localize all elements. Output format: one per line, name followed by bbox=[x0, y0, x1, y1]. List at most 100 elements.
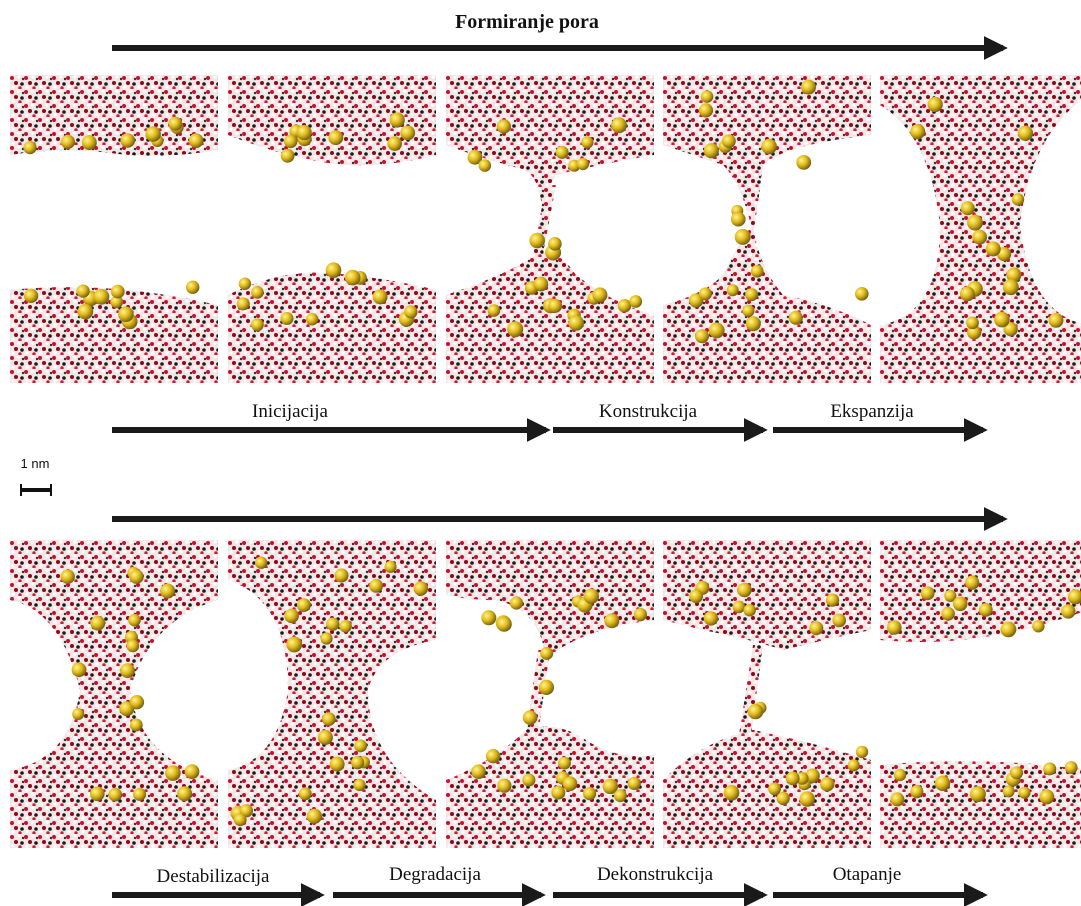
lipid-head bbox=[745, 316, 761, 332]
lipid-head bbox=[497, 778, 512, 793]
water-region bbox=[663, 75, 871, 235]
lipid-head bbox=[467, 149, 483, 165]
lipid-head bbox=[555, 145, 569, 159]
lipid-head bbox=[90, 786, 105, 802]
lipid-head bbox=[284, 134, 298, 149]
lipid-head bbox=[1002, 279, 1019, 296]
lipid-head bbox=[233, 813, 247, 827]
lipid-head bbox=[538, 679, 554, 695]
lipid-head bbox=[703, 143, 719, 159]
lipid-head bbox=[280, 312, 294, 325]
lipid-head bbox=[629, 295, 643, 308]
lipid-head bbox=[805, 768, 820, 783]
lipid-head bbox=[71, 662, 87, 678]
lipid-head bbox=[750, 264, 764, 278]
lipid-head bbox=[478, 159, 492, 172]
lipid-head bbox=[353, 778, 366, 792]
stage-label: Dekonstrukcija bbox=[597, 864, 714, 885]
lipid-head bbox=[960, 201, 975, 216]
lipid-head bbox=[969, 786, 986, 803]
lipid-head bbox=[558, 756, 571, 770]
lipid-head bbox=[485, 749, 501, 764]
lipid-head bbox=[927, 96, 943, 113]
lipid-head bbox=[1048, 313, 1064, 328]
lipid-head bbox=[934, 775, 951, 791]
lipid-head bbox=[369, 579, 383, 593]
lipid-head bbox=[384, 560, 397, 573]
lipid-head bbox=[967, 214, 983, 231]
lipid-head bbox=[81, 135, 97, 151]
lipid-head bbox=[698, 103, 713, 118]
lipid-head bbox=[533, 276, 549, 292]
panels bbox=[10, 75, 1081, 848]
lipid-head bbox=[1000, 621, 1017, 638]
lipid-head bbox=[186, 280, 200, 294]
lipid-head bbox=[614, 789, 627, 803]
lipid-head bbox=[129, 718, 143, 732]
lipid-head bbox=[788, 310, 803, 325]
water-region bbox=[663, 730, 871, 848]
lipid-head bbox=[743, 604, 756, 617]
lipid-head bbox=[90, 615, 106, 631]
lipid-head bbox=[251, 286, 264, 299]
md-panel bbox=[446, 75, 654, 383]
lipid-head bbox=[284, 608, 299, 624]
lipid-head bbox=[820, 777, 835, 792]
lipid-head bbox=[329, 756, 345, 772]
md-panel bbox=[10, 540, 218, 848]
water-region bbox=[10, 287, 218, 383]
lipid-head bbox=[965, 575, 980, 590]
lipid-head bbox=[522, 710, 538, 725]
water-region bbox=[228, 540, 436, 848]
lipid-head bbox=[496, 119, 511, 134]
lipid-head bbox=[1006, 267, 1022, 283]
lipid-head bbox=[334, 568, 349, 583]
lipid-head bbox=[296, 125, 312, 141]
lipid-head bbox=[251, 318, 264, 332]
lipid-head bbox=[944, 589, 957, 602]
water-region bbox=[446, 75, 654, 235]
lipid-head bbox=[910, 124, 926, 140]
lipid-head bbox=[700, 90, 714, 103]
md-panel bbox=[10, 75, 218, 383]
lipid-head bbox=[551, 785, 566, 800]
lipid-head bbox=[568, 315, 584, 331]
lipid-head bbox=[1043, 762, 1057, 776]
lipid-head bbox=[177, 786, 193, 802]
lipid-head bbox=[129, 569, 144, 584]
lipid-head bbox=[985, 241, 1001, 257]
lipid-head bbox=[529, 232, 545, 249]
lipid-head bbox=[1068, 589, 1081, 605]
lipid-head bbox=[24, 288, 39, 303]
lipid-head bbox=[689, 589, 703, 604]
md-panel bbox=[663, 540, 871, 848]
water-region bbox=[446, 540, 654, 660]
lipid-head bbox=[400, 125, 416, 141]
lipid-head bbox=[160, 583, 176, 599]
stage-label: Destabilizacija bbox=[157, 866, 270, 887]
water-region bbox=[880, 761, 1081, 848]
lipid-head bbox=[110, 295, 124, 309]
lipid-head bbox=[732, 600, 746, 614]
lipid-head bbox=[960, 286, 975, 302]
lipid-head bbox=[776, 791, 790, 805]
lipid-head bbox=[60, 134, 75, 149]
water-region bbox=[228, 75, 436, 166]
lipid-head bbox=[809, 621, 824, 636]
lipid-head bbox=[1064, 761, 1078, 774]
lipid-head bbox=[972, 229, 987, 245]
lipid-head bbox=[941, 607, 955, 621]
lipid-head bbox=[592, 287, 608, 303]
lipid-head bbox=[994, 311, 1010, 328]
water-region bbox=[663, 225, 871, 383]
lipid-head bbox=[77, 303, 94, 320]
stage-label: Inicijacija bbox=[252, 401, 329, 422]
scale-label: 1 nm bbox=[21, 456, 50, 471]
lipid-head bbox=[325, 262, 342, 278]
stage-label: Ekspanzija bbox=[830, 401, 914, 422]
lipid-head bbox=[997, 247, 1012, 262]
lipid-head bbox=[133, 787, 147, 801]
lipid-head bbox=[796, 155, 812, 170]
lipid-head bbox=[576, 158, 589, 171]
